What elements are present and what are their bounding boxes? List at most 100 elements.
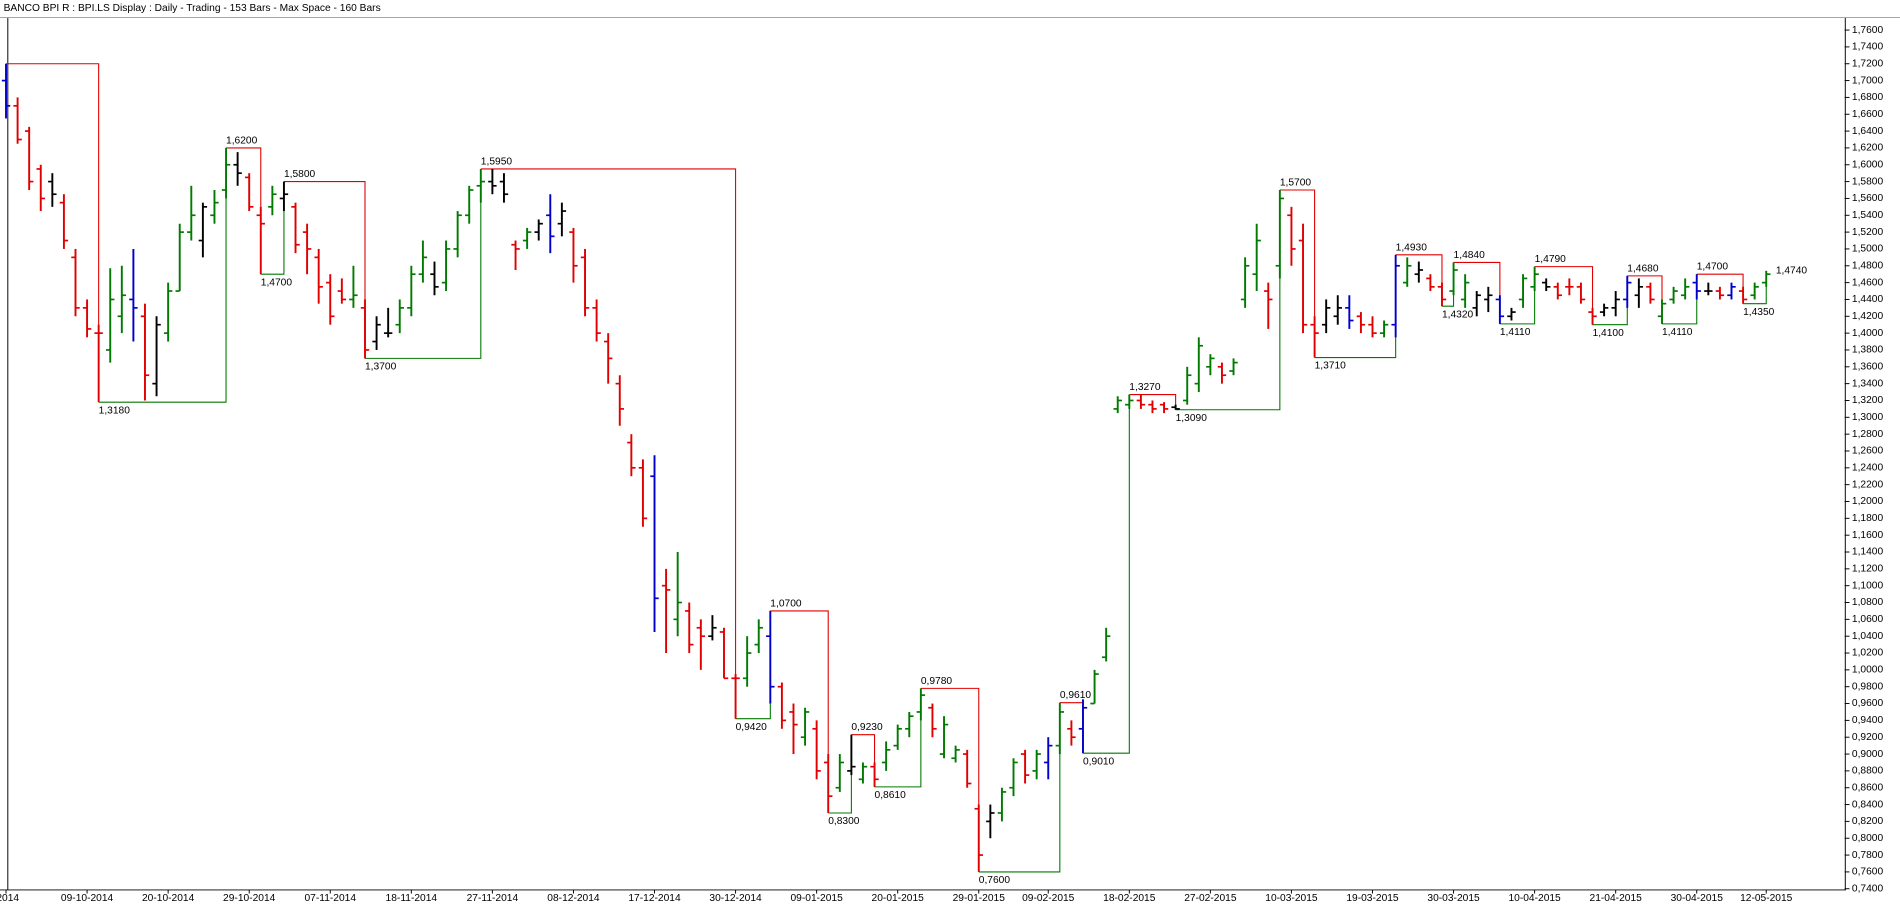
x-tick-label: 19-03-2015 xyxy=(1346,893,1399,904)
y-tick-label: 1,6400 xyxy=(1852,126,1884,137)
x-tick-label: 29-01-2015 xyxy=(953,893,1006,904)
swing-leg xyxy=(6,63,100,403)
x-tick-label: 30-03-2015 xyxy=(1427,893,1480,904)
y-tick-label: 1,3400 xyxy=(1852,378,1884,389)
y-tick-label: 1,1000 xyxy=(1852,580,1884,591)
swing-leg xyxy=(978,702,1061,873)
swing-leg xyxy=(770,610,829,813)
x-tick-label: 18-11-2014 xyxy=(386,893,438,904)
y-tick-label: 1,0200 xyxy=(1852,648,1884,659)
y-tick-label: 1,3000 xyxy=(1852,412,1884,423)
y-tick-label: 1,2600 xyxy=(1852,446,1884,457)
y-tick-label: 1,7200 xyxy=(1852,58,1884,69)
x-tick-label: 21-04-2015 xyxy=(1590,893,1643,904)
y-tick-label: 1,4000 xyxy=(1852,328,1884,339)
y-tick-label: 1,5800 xyxy=(1852,176,1884,187)
swing-label: 0,9610 xyxy=(1060,690,1092,701)
y-tick-label: 1,0600 xyxy=(1852,614,1884,625)
swing-label: 1,5800 xyxy=(284,169,316,180)
x-tick-label: 27-02-2015 xyxy=(1184,893,1237,904)
y-tick-label: 0,8200 xyxy=(1852,816,1884,827)
x-tick-label: 17-12-2014 xyxy=(628,893,681,904)
swing-label: 1,4840 xyxy=(1454,250,1486,261)
y-tick-label: 1,0800 xyxy=(1852,597,1884,608)
swing-leg xyxy=(1279,189,1316,358)
y-tick-label: 1,3200 xyxy=(1852,395,1884,406)
x-tick-label: 09-02-2015 xyxy=(1022,893,1075,904)
swing-label: 1,4100 xyxy=(1593,328,1625,339)
x-tick-label: 09-10-2014 xyxy=(61,893,114,904)
swing-label: 1,4110 xyxy=(1662,327,1693,338)
y-tick-label: 1,3800 xyxy=(1852,345,1884,356)
y-tick-label: 0,8400 xyxy=(1852,799,1884,810)
swing-label: 0,9010 xyxy=(1083,756,1115,767)
swing-label: 1,3710 xyxy=(1315,361,1347,372)
swing-label: 1,4930 xyxy=(1396,242,1428,253)
y-tick-label: 1,6000 xyxy=(1852,159,1884,170)
y-tick-label: 1,5400 xyxy=(1852,210,1884,221)
chart-title: BANCO BPI R : BPI.LS Display : Daily - T… xyxy=(4,3,381,14)
swing-leg xyxy=(874,688,922,788)
swing-label: 1,4320 xyxy=(1442,309,1474,320)
swing-label: 1,4700 xyxy=(261,277,293,288)
y-tick-label: 1,2400 xyxy=(1852,463,1884,474)
y-tick-label: 0,8600 xyxy=(1852,782,1884,793)
x-tick-label: 30-12-2014 xyxy=(709,893,762,904)
y-tick-label: 1,1400 xyxy=(1852,547,1884,558)
y-tick-label: 1,7400 xyxy=(1852,42,1884,53)
y-tick-label: 1,2800 xyxy=(1852,429,1884,440)
swing-label: 1,0700 xyxy=(770,598,802,609)
swing-label: 0,8300 xyxy=(828,816,860,827)
y-tick-label: 1,1600 xyxy=(1852,530,1884,541)
y-tick-label: 0,8000 xyxy=(1852,833,1884,844)
y-tick-label: 1,0000 xyxy=(1852,665,1884,676)
y-tick-label: 1,4200 xyxy=(1852,311,1884,322)
y-tick-label: 0,9600 xyxy=(1852,698,1884,709)
swing-label: 1,6200 xyxy=(226,135,258,146)
y-tick-label: 1,0400 xyxy=(1852,631,1884,642)
x-tick-label: 30-04-2015 xyxy=(1671,893,1724,904)
y-tick-label: 0,7800 xyxy=(1852,850,1884,861)
swing-leg xyxy=(98,147,227,403)
x-tick-label: 08-12-2014 xyxy=(547,893,600,904)
y-tick-label: 1,2000 xyxy=(1852,496,1884,507)
swing-label: 0,7600 xyxy=(979,875,1011,886)
y-tick-label: 1,1200 xyxy=(1852,564,1884,575)
y-tick-label: 1,4400 xyxy=(1852,294,1884,305)
y-tick-label: 0,7600 xyxy=(1852,867,1884,878)
x-tick-label: 10-03-2015 xyxy=(1265,893,1318,904)
swing-label: 0,8610 xyxy=(875,790,907,801)
swing-label: 0,9420 xyxy=(736,722,768,733)
swing-leg xyxy=(480,168,737,719)
y-tick-label: 1,7600 xyxy=(1852,25,1884,36)
y-tick-label: 1,4600 xyxy=(1852,277,1884,288)
y-tick-label: 0,7400 xyxy=(1852,883,1884,894)
x-tick-label: 18-02-2015 xyxy=(1103,893,1156,904)
y-tick-label: 0,9400 xyxy=(1852,715,1884,726)
y-tick-label: 1,6800 xyxy=(1852,92,1884,103)
x-tick-label: 09-01-2015 xyxy=(790,893,843,904)
swing-label: 1,4700 xyxy=(1697,262,1729,273)
swing-label: 0,9230 xyxy=(851,722,883,733)
swing-leg xyxy=(365,168,482,359)
swing-leg xyxy=(1082,394,1130,754)
y-tick-label: 1,2200 xyxy=(1852,479,1884,490)
y-tick-label: 0,8800 xyxy=(1852,766,1884,777)
y-tick-label: 1,5200 xyxy=(1852,227,1884,238)
y-tick-label: 1,3600 xyxy=(1852,362,1884,373)
y-tick-label: 0,9200 xyxy=(1852,732,1884,743)
x-tick-label: 10-04-2015 xyxy=(1508,893,1561,904)
swing-leg xyxy=(260,181,285,275)
x-tick-label: 27-11-2014 xyxy=(467,893,519,904)
swing-label: 1,4110 xyxy=(1500,327,1531,338)
swing-label: 1,4680 xyxy=(1627,263,1659,274)
swing-label: 1,4350 xyxy=(1743,307,1775,318)
swing-label: 1,5950 xyxy=(481,156,513,167)
swing-label: 1,5700 xyxy=(1280,178,1312,189)
y-tick-label: 1,7000 xyxy=(1852,75,1884,86)
swing-label: 1,3270 xyxy=(1129,382,1161,393)
y-tick-label: 1,5600 xyxy=(1852,193,1884,204)
